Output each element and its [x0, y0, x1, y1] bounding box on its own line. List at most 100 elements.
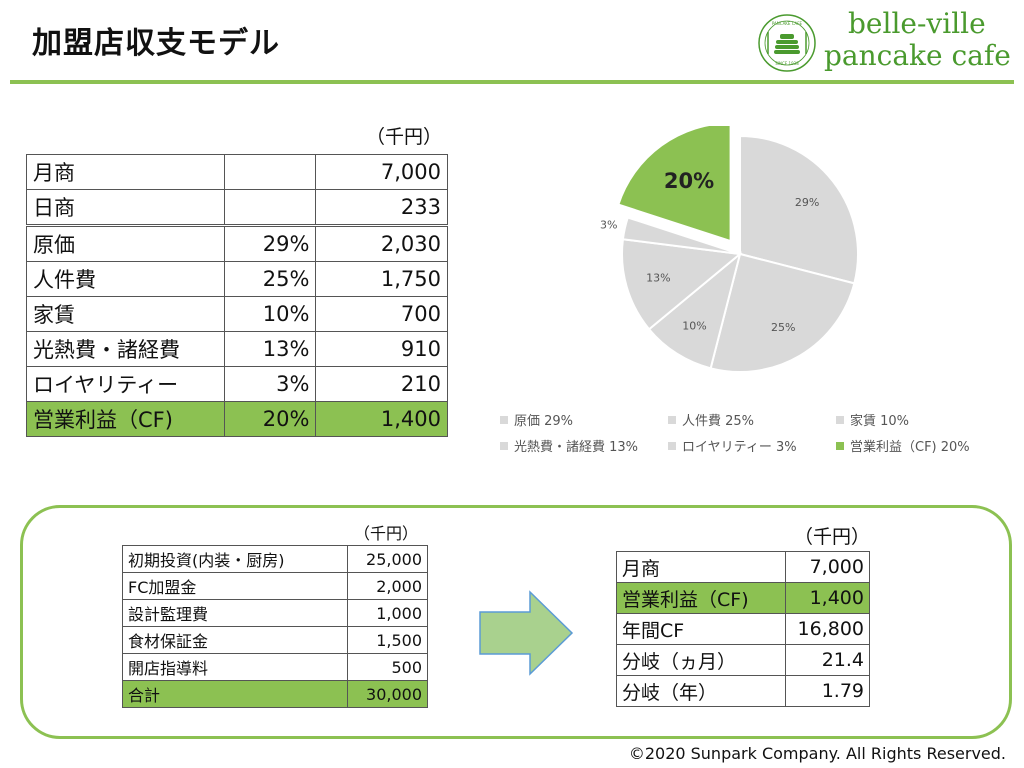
row-label: 光熱費・諸経費 — [26, 331, 225, 367]
row-pct: 25% — [223, 261, 317, 297]
row-value: 700 — [315, 296, 448, 332]
legend-item: ロイヤリティー 3% — [668, 436, 797, 455]
row-label: 食材保証金 — [121, 626, 349, 654]
legend-label: 営業利益（CF) 20% — [850, 440, 970, 455]
row-pct: 29% — [223, 224, 317, 262]
pl-unit-label: （千円） — [366, 126, 443, 148]
table-row: 家賃 10% 700 — [26, 296, 448, 332]
legend-swatch — [500, 416, 508, 424]
legend-label: ロイヤリティー 3% — [682, 440, 797, 455]
row-value: 233 — [315, 189, 448, 226]
row-label: 分岐（ヵ月） — [615, 644, 787, 676]
logo-wordmark: belle-ville pancake cafe — [824, 8, 1011, 72]
row-label: 営業利益（CF) — [615, 582, 787, 614]
brand-logo: PANCAKE CAFE SINCE 1938 belle-ville panc… — [756, 8, 1014, 78]
row-label: FC加盟金 — [121, 572, 349, 600]
row-label: 月商 — [26, 154, 225, 190]
copyright-footer: ©2020 Sunpark Company. All Rights Reserv… — [628, 744, 1006, 763]
badge-bottom-text: SINCE 1938 — [775, 61, 799, 66]
row-label: 原価 — [26, 224, 225, 262]
legend-label: 家賃 10% — [850, 414, 910, 429]
row-label: 設計監理費 — [121, 599, 349, 627]
pie-data-label: 10% — [682, 320, 706, 333]
row-value: 1,400 — [315, 401, 448, 437]
row-label: 開店指導料 — [121, 653, 349, 681]
legend-swatch — [500, 442, 508, 450]
row-value: 7,000 — [315, 154, 448, 190]
table-row: ロイヤリティー 3% 210 — [26, 366, 448, 402]
pie-slice — [709, 252, 856, 373]
legend-item: 営業利益（CF) 20% — [836, 436, 970, 455]
row-label: 家賃 — [26, 296, 225, 332]
row-pct: 13% — [223, 331, 317, 367]
pie-data-label: 13% — [646, 272, 670, 285]
pie-slice — [621, 216, 741, 255]
payback-unit-label: （千円） — [794, 526, 871, 548]
row-value: 210 — [315, 366, 448, 402]
legend-item: 人件費 25% — [668, 410, 754, 429]
legend-label: 原価 29% — [514, 414, 574, 429]
row-label: 年間CF — [615, 613, 787, 645]
row-pct: 10% — [223, 296, 317, 332]
table-row: 設計監理費 1,000 — [121, 599, 428, 627]
table-row: 月商 7,000 — [26, 154, 448, 190]
row-label: 営業利益（CF) — [26, 401, 225, 437]
row-pct: 20% — [223, 401, 317, 437]
page-title: 加盟店収支モデル — [32, 26, 280, 61]
row-pct — [223, 189, 317, 226]
legend-item: 光熱費・諸経費 13% — [500, 436, 638, 455]
table-row-highlight: 営業利益（CF) 1,400 — [615, 582, 870, 614]
title-divider — [10, 80, 1014, 84]
badge-top-text: PANCAKE CAFE — [772, 21, 803, 26]
table-row: 年間CF 16,800 — [615, 613, 870, 645]
table-row: 初期投資(内装・厨房) 25,000 — [121, 545, 428, 573]
row-value: 7,000 — [785, 551, 870, 583]
table-row: 食材保証金 1,500 — [121, 626, 428, 654]
table-row-total: 合計 30,000 — [121, 680, 428, 708]
table-row: FC加盟金 2,000 — [121, 572, 428, 600]
legend-swatch — [836, 416, 844, 424]
row-value: 30,000 — [347, 680, 428, 708]
legend-swatch — [836, 442, 844, 450]
pl-table: 月商 7,000 日商 233 原価 29% 2,030 人件費 25% 1,7… — [26, 154, 448, 437]
row-label: 日商 — [26, 189, 225, 226]
pie-slice — [617, 126, 732, 243]
row-label: 月商 — [615, 551, 787, 583]
cost-pie-chart: 29% 25% 10% 13% 3% 20% — [600, 126, 859, 373]
row-label: 合計 — [121, 680, 349, 708]
right-arrow-icon — [479, 590, 574, 676]
investment-panel — [20, 505, 1012, 739]
row-label: 分岐（年） — [615, 675, 787, 707]
row-label: ロイヤリティー — [26, 366, 225, 402]
pie-data-label: 3% — [600, 219, 617, 232]
investment-table: 初期投資(内装・厨房) 25,000 FC加盟金 2,000 設計監理費 1,000 … — [121, 545, 428, 708]
legend-item: 家賃 10% — [836, 410, 909, 429]
row-value: 16,800 — [785, 613, 870, 645]
row-value: 1,400 — [785, 582, 870, 614]
pancake-badge-icon: PANCAKE CAFE SINCE 1938 — [758, 14, 816, 72]
logo-line-1: belle-ville — [848, 7, 986, 40]
row-label: 人件費 — [26, 261, 225, 297]
row-pct — [223, 154, 317, 190]
table-row: 日商 233 — [26, 189, 448, 226]
row-value: 500 — [347, 653, 428, 681]
legend-swatch — [668, 442, 676, 450]
row-value: 1.79 — [785, 675, 870, 707]
row-value: 1,750 — [315, 261, 448, 297]
table-row: 原価 29% 2,030 — [26, 224, 448, 262]
row-value: 21.4 — [785, 644, 870, 676]
pie-slice — [621, 238, 743, 331]
legend-label: 人件費 25% — [682, 414, 755, 429]
legend-swatch — [668, 416, 676, 424]
pie-data-label: 25% — [771, 321, 795, 334]
row-label: 初期投資(内装・厨房) — [121, 545, 349, 573]
pie-slice — [739, 134, 859, 285]
row-pct: 3% — [223, 366, 317, 402]
row-value: 1,000 — [347, 599, 428, 627]
row-value: 910 — [315, 331, 448, 367]
legend-label: 光熱費・諸経費 13% — [514, 440, 639, 455]
row-value: 2,030 — [315, 224, 448, 262]
pie-data-label: 29% — [795, 196, 819, 209]
table-row: 開店指導料 500 — [121, 653, 428, 681]
table-row: 人件費 25% 1,750 — [26, 261, 448, 297]
